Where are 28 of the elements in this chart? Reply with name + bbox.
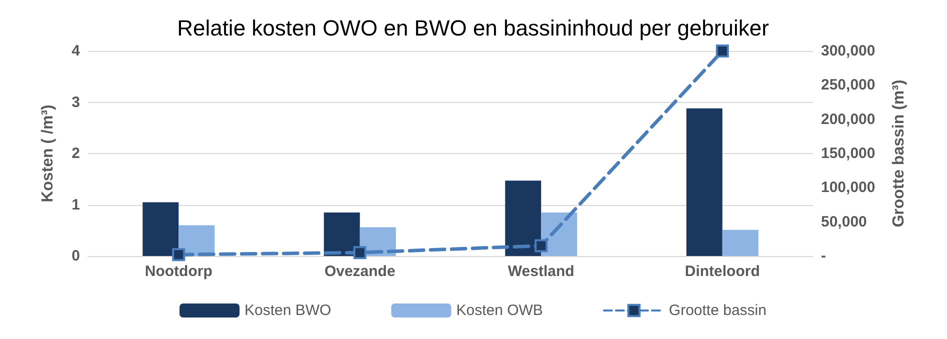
y-tick-label: 0	[72, 248, 80, 264]
point	[716, 44, 729, 58]
point	[172, 248, 186, 262]
x-tick-label: Westland	[508, 263, 574, 280]
y2-tick-label: 300,000	[821, 42, 876, 60]
y2-tick-label: 50,000	[821, 213, 867, 230]
y-axis-title: Kosten ( /m³)	[40, 104, 56, 202]
y2-tick-label: 100,000	[821, 179, 876, 196]
y2-tick-label: 250,000	[821, 76, 876, 94]
bar	[722, 230, 758, 256]
y-tick-label: 1	[72, 196, 80, 214]
legend-label: Grootte bassin	[668, 302, 766, 319]
y-tick-label: 3	[72, 94, 80, 111]
x-tick-label: Nootdorp	[144, 263, 212, 280]
x-tick-label: Dinteloord	[684, 263, 760, 280]
bar	[686, 108, 722, 256]
point	[353, 246, 366, 260]
chart-title: Relatie kosten OWO en BWO en bassininhoud per gebruiker	[177, 16, 769, 40]
point	[534, 239, 548, 252]
y2-tick-label: -	[821, 248, 826, 264]
y-tick-label: 2	[72, 145, 80, 162]
y-tick-label: 4	[72, 42, 81, 60]
x-tick-label: Ovezande	[324, 263, 396, 280]
y2-axis-title: Grootte bassin (m³)	[890, 80, 908, 228]
y2-tick-label: 200,000	[821, 110, 876, 128]
legend-label: Kosten OWB	[456, 302, 543, 319]
legend-label: Kosten BWO	[244, 302, 332, 319]
y2-tick-label: 150,000	[821, 145, 876, 162]
